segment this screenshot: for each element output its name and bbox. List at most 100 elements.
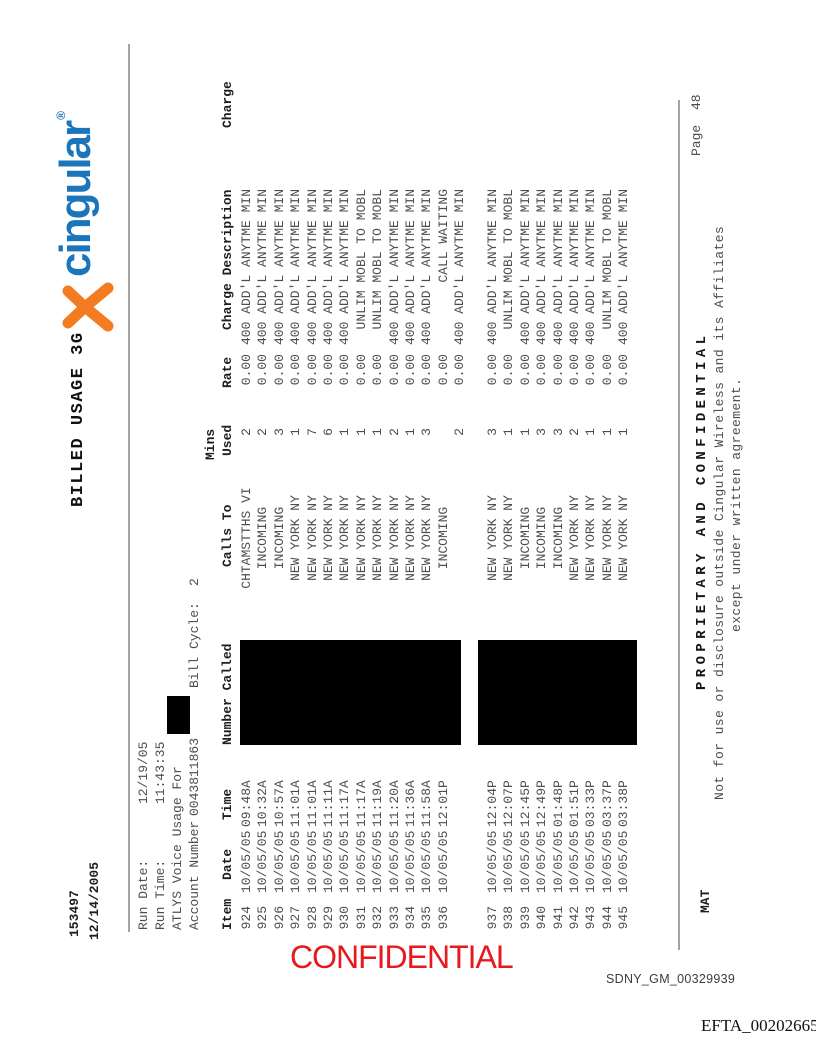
- table-row: 930 10/05/05 11:17A NEW YORK NY 1 0.00 4…: [337, 172, 353, 932]
- cell-charge-description: 400 ADD'L ANYTME MIN: [337, 188, 353, 345]
- cell-charge-description: 400 ADD'L ANYTME MIN: [321, 188, 336, 345]
- col-header-charge: Charge: [220, 81, 235, 128]
- cell-date: 10/05/05: [583, 830, 599, 893]
- cell-item: 928: [304, 906, 320, 930]
- bates-number-sdny: SDNY_GM_00329939: [606, 972, 736, 986]
- cell-charge-description: 400 ADD'L ANYTME MIN: [288, 188, 304, 345]
- account-number-value: 0043811863: [187, 737, 202, 816]
- cingular-wordmark: cingular: [51, 121, 100, 277]
- cell-calls-to: NEW YORK NY: [419, 495, 435, 581]
- cell-item: 938: [501, 906, 517, 930]
- cell-item: 930: [337, 906, 353, 930]
- cell-rate: 0.00: [337, 354, 353, 386]
- cell-time: 12:01P: [435, 780, 451, 827]
- cell-calls-to: INCOMING: [435, 506, 451, 570]
- cell-rate: 0.00: [321, 354, 336, 386]
- cell-mins-used: 2: [567, 428, 582, 436]
- table-row: 941 10/05/05 01:48P INCOMING 3 0.00 400 …: [550, 172, 566, 932]
- col-header-time: Time: [220, 788, 235, 820]
- cell-mins-used: 1: [583, 428, 599, 436]
- cell-calls-to: INCOMING: [517, 506, 533, 570]
- table-row: 929 10/05/05 11:11A NEW YORK NY 6 0.00 4…: [321, 172, 336, 932]
- cell-date: 10/05/05: [599, 830, 615, 893]
- table-row: 927 10/05/05 11:01A NEW YORK NY 1 0.00 4…: [288, 172, 304, 932]
- cell-item: 929: [321, 906, 336, 930]
- cell-charge-description: 400 ADD'L ANYTME MIN: [616, 188, 632, 345]
- cell-calls-to: NEW YORK NY: [288, 495, 304, 581]
- cell-charge-description: 400 ADD'L ANYTME MIN: [567, 188, 582, 345]
- cell-calls-to: NEW YORK NY: [337, 495, 353, 581]
- table-row: 937 10/05/05 12:04P NEW YORK NY 3 0.00 4…: [485, 172, 500, 932]
- cell-calls-to: NEW YORK NY: [370, 495, 386, 581]
- cell-item: 941: [550, 906, 566, 930]
- cell-rate: 0.00: [419, 354, 435, 386]
- cell-mins-used: 6: [321, 428, 336, 436]
- page-title: BILLED USAGE 3G: [69, 331, 88, 507]
- cell-mins-used: 3: [419, 428, 435, 436]
- run-time-label: Run Time:: [153, 859, 168, 930]
- cell-calls-to: INCOMING: [550, 506, 566, 570]
- run-time-value: 11:43:35: [153, 741, 168, 804]
- table-row: 944 10/05/05 03:37P NEW YORK NY 1 0.00 U…: [599, 172, 615, 932]
- cell-charge-description: 400 ADD'L ANYTME MIN: [452, 188, 468, 345]
- cell-date: 10/05/05: [403, 830, 418, 893]
- confidential-stamp: CONFIDENTIAL: [290, 939, 514, 975]
- cell-date: 10/05/05: [288, 830, 304, 893]
- table-row: 936 10/05/05 12:01P INCOMING 0.00 CALL W…: [435, 172, 451, 932]
- cell-charge-description: CALL WAITING: [435, 189, 451, 283]
- cell-calls-to: NEW YORK NY: [567, 495, 582, 581]
- redaction-box-numbers-2: [478, 640, 637, 745]
- cell-charge-description: 400 ADD'L ANYTME MIN: [304, 188, 320, 345]
- cell-rate: 0.00: [239, 354, 254, 386]
- cell-charge-description: 400 ADD'L ANYTME MIN: [485, 188, 500, 345]
- cell-rate: 0.00: [534, 354, 550, 386]
- table-row: 939 10/05/05 12:45P INCOMING 1 0.00 400 …: [517, 172, 533, 932]
- cell-charge-description: 400 ADD'L ANYTME MIN: [403, 188, 418, 345]
- cell-item: 932: [370, 906, 386, 930]
- cell-charge-description: 400 ADD'L ANYTME MIN: [239, 188, 254, 345]
- page-number: 48: [689, 94, 704, 110]
- cell-calls-to: NEW YORK NY: [386, 495, 402, 581]
- cell-charge-description: 400 ADD'L ANYTME MIN: [517, 188, 533, 345]
- cingular-logo: cingular ®: [46, 111, 117, 334]
- cell-date: 10/05/05: [567, 830, 582, 893]
- col-header-mins: Mins: [203, 428, 218, 460]
- cell-date: 10/05/05: [501, 830, 517, 893]
- cell-time: 03:33P: [583, 780, 599, 827]
- cell-time: 12:45P: [517, 780, 533, 827]
- cell-time: 03:37P: [599, 780, 615, 827]
- table-row: 925 10/05/05 10:32A INCOMING 2 0.00 400 …: [255, 172, 271, 932]
- table-row: 943 10/05/05 03:33P NEW YORK NY 1 0.00 4…: [583, 172, 599, 932]
- cell-calls-to: INCOMING: [534, 506, 550, 570]
- cell-charge-description: 400 ADD'L ANYTME MIN: [419, 188, 435, 345]
- cell-date: 10/05/05: [534, 830, 550, 893]
- cell-mins-used: 1: [501, 428, 517, 436]
- cell-mins-used: 2: [386, 428, 402, 436]
- cell-time: 11:58A: [419, 780, 435, 827]
- cell-rate: 0.00: [583, 354, 599, 386]
- cell-item: 925: [255, 906, 271, 930]
- cell-item: 933: [386, 906, 402, 930]
- cell-rate: 0.00: [599, 354, 615, 386]
- header-divider: [128, 44, 130, 932]
- cell-charge-description: 400 ADD'L ANYTME MIN: [583, 188, 599, 345]
- bill-cycle-label: Bill Cycle:: [187, 602, 202, 688]
- col-header-number-called: Number Called: [220, 643, 235, 745]
- cell-time: 11:36A: [403, 780, 418, 827]
- cell-mins-used: 2: [239, 428, 254, 436]
- cell-calls-to: NEW YORK NY: [321, 495, 336, 581]
- cell-time: 03:38P: [616, 780, 632, 827]
- cell-calls-to: NEW YORK NY: [485, 495, 500, 581]
- cell-charge-description: UNLIM MOBL TO MOBL: [599, 189, 615, 330]
- col-header-charge-description: Charge Description: [220, 189, 235, 330]
- footer-left-code: MAT: [698, 889, 713, 913]
- col-header-calls-to: Calls To: [220, 504, 235, 567]
- table-row: 932 10/05/05 11:19A NEW YORK NY 1 0.00 U…: [370, 172, 386, 932]
- cell-mins-used: 3: [271, 428, 287, 436]
- cell-time: 12:49P: [534, 780, 550, 827]
- cell-date: 10/05/05: [485, 830, 500, 893]
- cell-time: 01:51P: [567, 780, 582, 827]
- cell-time: 09:48A: [239, 780, 254, 827]
- cell-time: 11:01A: [288, 780, 304, 827]
- table-row: 924 10/05/05 09:48A CHTAMSTTHS VI 2 0.00…: [239, 172, 254, 932]
